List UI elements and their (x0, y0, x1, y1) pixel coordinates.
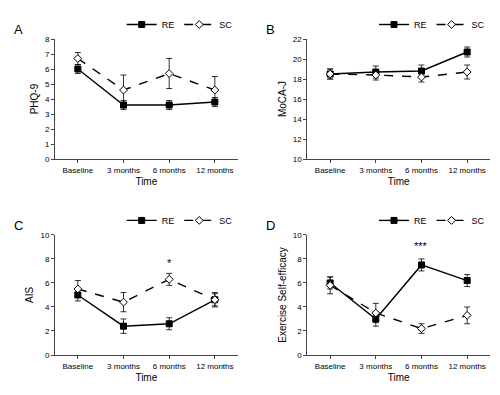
svg-text:12: 12 (293, 135, 302, 144)
svg-text:4: 4 (45, 95, 50, 104)
svg-text:Exercise Self-efficacy: Exercise Self-efficacy (277, 247, 288, 342)
svg-text:Time: Time (135, 372, 157, 383)
svg-text:3 months: 3 months (359, 362, 392, 371)
svg-text:8: 8 (45, 35, 50, 44)
svg-text:5: 5 (45, 80, 50, 89)
svg-text:6: 6 (45, 279, 50, 288)
svg-text:3 months: 3 months (107, 166, 140, 175)
svg-text:6 months: 6 months (153, 362, 186, 371)
svg-text:12 months: 12 months (196, 362, 233, 371)
svg-text:1: 1 (45, 140, 50, 149)
svg-text:10: 10 (293, 231, 302, 240)
svg-text:Baseline: Baseline (315, 362, 346, 371)
svg-text:***: *** (414, 240, 428, 252)
svg-text:Baseline: Baseline (315, 166, 346, 175)
svg-text:0: 0 (45, 155, 50, 164)
svg-text:6 months: 6 months (405, 362, 438, 371)
svg-text:0: 0 (45, 351, 50, 360)
svg-text:RE: RE (414, 216, 427, 226)
svg-text:3 months: 3 months (359, 166, 392, 175)
svg-text:RE: RE (162, 216, 175, 226)
svg-text:2: 2 (45, 327, 50, 336)
svg-text:18: 18 (293, 75, 302, 84)
svg-text:3 months: 3 months (107, 362, 140, 371)
svg-text:B: B (266, 22, 275, 37)
svg-text:10: 10 (293, 155, 302, 164)
svg-text:6 months: 6 months (405, 166, 438, 175)
svg-text:4: 4 (297, 303, 302, 312)
svg-text:7: 7 (45, 50, 50, 59)
svg-text:Time: Time (135, 176, 157, 187)
svg-text:2: 2 (297, 327, 302, 336)
svg-text:6 months: 6 months (153, 166, 186, 175)
svg-text:A: A (14, 22, 23, 37)
svg-text:RE: RE (162, 20, 175, 30)
svg-text:D: D (266, 218, 275, 233)
svg-text:RE: RE (414, 20, 427, 30)
svg-text:Time: Time (388, 176, 410, 187)
svg-text:SC: SC (219, 20, 232, 30)
svg-text:20: 20 (293, 55, 302, 64)
svg-text:SC: SC (219, 216, 232, 226)
svg-text:C: C (14, 218, 23, 233)
svg-text:8: 8 (297, 255, 302, 264)
svg-text:12 months: 12 months (448, 362, 485, 371)
svg-text:16: 16 (293, 95, 302, 104)
svg-text:SC: SC (472, 216, 485, 226)
svg-text:22: 22 (293, 35, 302, 44)
svg-text:Baseline: Baseline (62, 166, 93, 175)
svg-text:3: 3 (45, 110, 50, 119)
svg-text:SC: SC (472, 20, 485, 30)
svg-text:0: 0 (297, 351, 302, 360)
svg-text:12 months: 12 months (196, 166, 233, 175)
svg-text:PHQ-9: PHQ-9 (29, 83, 40, 114)
svg-text:6: 6 (45, 65, 50, 74)
svg-text:AIS: AIS (24, 287, 35, 303)
svg-text:8: 8 (45, 255, 50, 264)
svg-text:2: 2 (45, 125, 50, 134)
svg-text:14: 14 (293, 115, 302, 124)
svg-text:*: * (167, 257, 172, 269)
svg-text:4: 4 (45, 303, 50, 312)
svg-text:6: 6 (297, 279, 302, 288)
svg-text:12 months: 12 months (448, 166, 485, 175)
svg-text:Baseline: Baseline (62, 362, 93, 371)
svg-text:Time: Time (388, 372, 410, 383)
svg-text:10: 10 (40, 231, 49, 240)
svg-text:MoCA-J: MoCA-J (277, 81, 288, 117)
